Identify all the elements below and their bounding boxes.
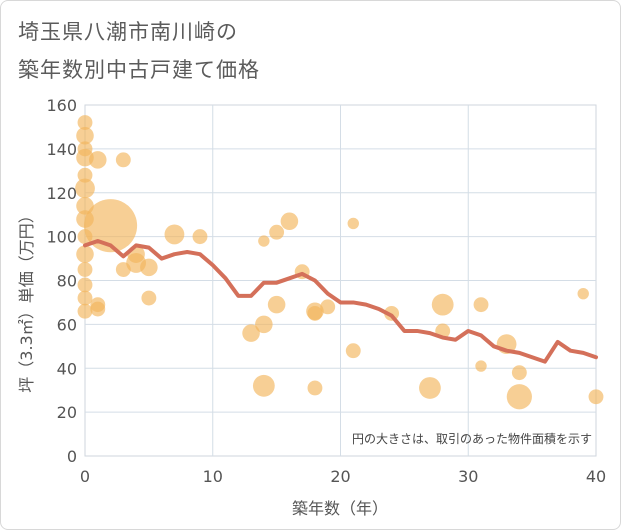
y-axis-label: 坪（3.3㎡）単価（万円） bbox=[17, 207, 36, 392]
data-bubble bbox=[75, 178, 95, 199]
data-bubble bbox=[76, 210, 94, 228]
y-tick-label: 0 bbox=[67, 447, 77, 466]
data-bubble bbox=[255, 315, 273, 334]
data-bubble bbox=[269, 224, 285, 240]
data-bubble bbox=[90, 301, 106, 317]
data-bubble bbox=[252, 374, 275, 397]
data-bubble bbox=[307, 380, 323, 396]
data-bubble bbox=[115, 262, 131, 277]
chart-title-line2: 築年数別中古戸建て価格 bbox=[18, 58, 260, 82]
grid-lines bbox=[85, 105, 596, 456]
data-bubble bbox=[475, 360, 487, 372]
data-bubble bbox=[506, 384, 532, 410]
y-tick-labels: 0 20 40 60 80 100 120 140 160 bbox=[46, 96, 77, 466]
data-bubble bbox=[419, 377, 441, 399]
data-bubble bbox=[77, 229, 93, 245]
y-tick-label: 60 bbox=[57, 315, 77, 334]
size-note: 円の大きさは、取引のあった物件面積を示す bbox=[352, 431, 592, 446]
data-bubble bbox=[77, 141, 93, 157]
x-tick-labels: 0 10 20 30 40 bbox=[80, 467, 606, 486]
x-tick-label: 10 bbox=[203, 467, 223, 486]
y-tick-label: 80 bbox=[57, 272, 77, 291]
data-bubble bbox=[473, 297, 489, 313]
data-bubble bbox=[76, 126, 94, 145]
data-bubble bbox=[577, 287, 589, 300]
data-bubble bbox=[258, 235, 270, 247]
data-bubble bbox=[115, 152, 131, 168]
data-bubble bbox=[77, 290, 93, 306]
line-layer bbox=[83, 239, 598, 364]
data-bubble bbox=[345, 343, 361, 359]
data-bubble bbox=[76, 245, 94, 263]
y-tick-label: 20 bbox=[57, 403, 77, 422]
data-bubble bbox=[431, 293, 454, 316]
data-bubble bbox=[511, 365, 527, 381]
x-tick-label: 40 bbox=[586, 467, 606, 486]
average-price-line bbox=[83, 239, 598, 364]
y-tick-label: 140 bbox=[46, 140, 77, 159]
x-tick-label: 20 bbox=[330, 467, 350, 486]
data-bubble bbox=[164, 224, 185, 245]
data-bubble bbox=[83, 199, 138, 253]
data-bubble bbox=[280, 212, 299, 231]
data-bubble bbox=[307, 305, 323, 321]
data-bubble bbox=[320, 299, 336, 315]
data-bubble bbox=[140, 258, 158, 277]
data-bubble bbox=[192, 229, 208, 245]
x-tick-label: 30 bbox=[458, 467, 478, 486]
data-bubble bbox=[77, 277, 93, 293]
y-tick-label: 40 bbox=[57, 359, 77, 378]
x-tick-label: 0 bbox=[80, 467, 90, 486]
data-bubble bbox=[77, 303, 93, 319]
data-bubble bbox=[267, 295, 286, 314]
data-bubble bbox=[588, 389, 604, 405]
chart-title-line1: 埼玉県八潮市南川崎の bbox=[18, 20, 238, 44]
data-bubble bbox=[242, 324, 260, 342]
y-tick-label: 100 bbox=[46, 228, 77, 247]
y-tick-label: 120 bbox=[46, 184, 77, 203]
y-tick-label: 160 bbox=[46, 96, 77, 115]
data-bubble bbox=[77, 115, 93, 130]
data-bubble bbox=[141, 290, 157, 306]
x-axis-label: 築年数（年） bbox=[292, 499, 388, 518]
data-bubble bbox=[76, 197, 94, 215]
data-bubble bbox=[347, 217, 359, 230]
data-bubble bbox=[77, 167, 93, 183]
data-bubble bbox=[77, 262, 93, 277]
data-bubble bbox=[89, 151, 107, 169]
